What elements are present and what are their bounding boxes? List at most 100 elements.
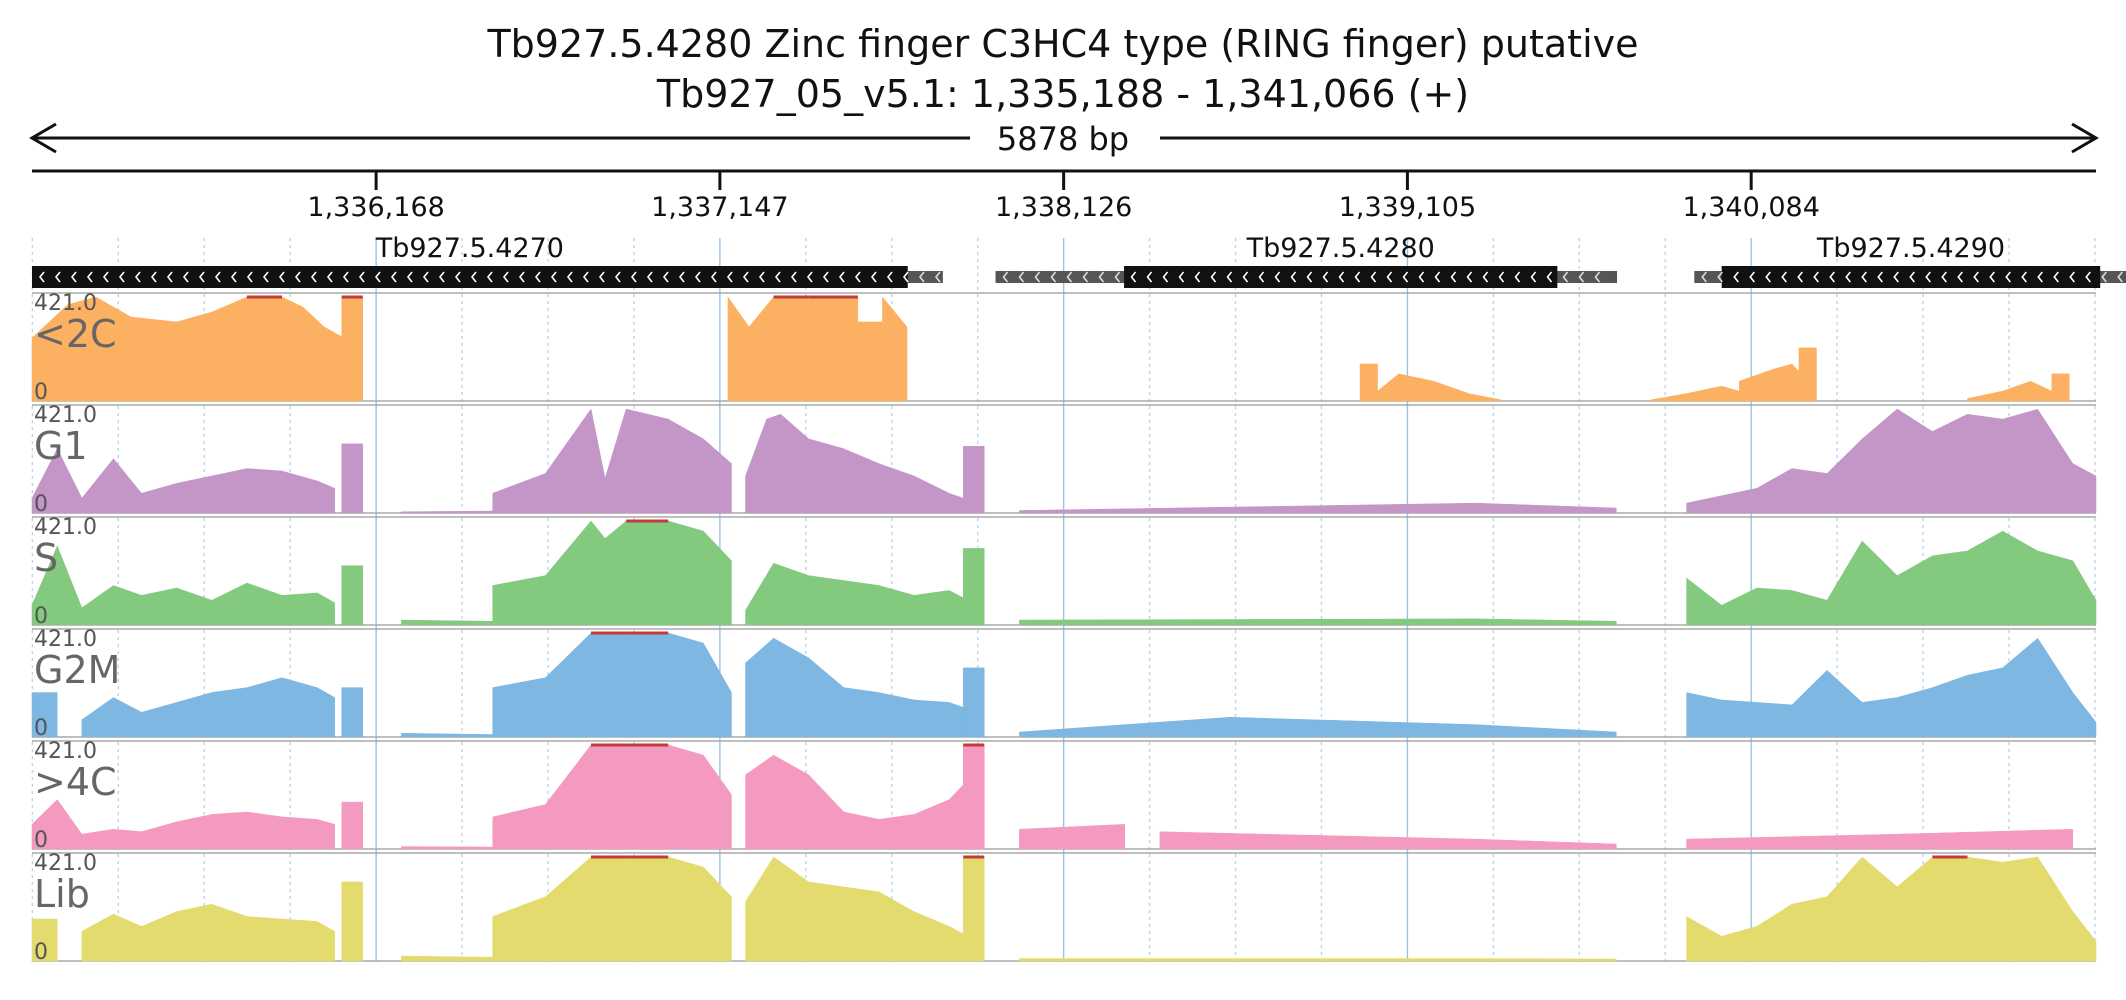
strand-arrow (1130, 271, 1137, 283)
gene-cds (1124, 266, 1558, 288)
coverage-area (1686, 408, 2097, 514)
coverage-area (1798, 347, 1817, 402)
coverage-track: 421.0 0 Lib (31, 851, 2097, 965)
y-axis-max-label: 421.0 (34, 515, 97, 540)
coverage-area (31, 799, 335, 850)
strand-arrow (1498, 271, 1505, 283)
strand-arrow (2053, 271, 2059, 283)
coverage-area (31, 448, 335, 514)
coverage-area (401, 510, 493, 514)
strand-arrow (1098, 271, 1105, 283)
strand-arrow (534, 271, 541, 283)
strand-arrow (1434, 271, 1441, 283)
strand-arrow (694, 271, 701, 283)
track-name-label: >4C (34, 760, 117, 804)
strand-arrow (1066, 271, 1073, 283)
strand-arrow (1514, 271, 1521, 283)
strand-arrow (1733, 271, 1739, 283)
coverage-area (31, 545, 335, 626)
strand-arrow (246, 271, 253, 283)
strand-arrow (1370, 271, 1377, 283)
strand-arrow (214, 271, 221, 283)
track-name-label: G2M (34, 648, 120, 692)
strand-arrow (230, 271, 237, 283)
coverage-area (962, 667, 985, 738)
strand-arrow (614, 271, 621, 283)
span-length-label: 5878 bp (997, 120, 1129, 158)
strand-arrow (774, 271, 781, 283)
strand-arrow (1354, 271, 1361, 283)
coverage-area (1019, 502, 1617, 514)
coverage-area (492, 744, 732, 850)
y-axis-min-label: 0 (34, 940, 48, 965)
coverage-area (2051, 373, 2070, 402)
strand-arrow (150, 271, 157, 283)
strand-arrow (438, 271, 445, 283)
y-axis-min-label: 0 (34, 716, 48, 741)
strand-arrow (1002, 271, 1009, 283)
gene-model: Tb927.5.4270 (32, 233, 943, 288)
strand-arrow (2085, 271, 2091, 283)
coverage-area (1377, 373, 1501, 402)
strand-arrow (1210, 271, 1217, 283)
track-name-label: S (34, 536, 58, 580)
strand-arrow (1290, 271, 1297, 283)
coverage-track: 421.0 0 S (31, 515, 2097, 629)
strand-arrow (310, 271, 317, 283)
strand-arrow (726, 271, 733, 283)
strand-arrow (1765, 271, 1771, 283)
strand-arrow (886, 271, 893, 283)
strand-arrow (422, 271, 429, 283)
strand-arrow (390, 271, 397, 283)
ruler-tick-label: 1,340,084 (1682, 192, 1819, 223)
strand-arrow (1194, 271, 1201, 283)
coverage-area (745, 856, 964, 962)
coverage-area (1019, 716, 1617, 738)
strand-arrow (870, 271, 877, 283)
ruler-tick-label: 1,336,168 (307, 192, 444, 223)
strand-arrow (582, 271, 589, 283)
strand-arrow (118, 271, 125, 283)
coverage-area (341, 296, 364, 402)
coverage-track: 421.0 0 >4C (31, 739, 2096, 853)
strand-arrow (1050, 271, 1057, 283)
chart-title: Tb927.5.4280 Zinc finger C3HC4 type (RIN… (487, 22, 1639, 66)
ruler-tick-label: 1,339,105 (1339, 192, 1476, 223)
strand-arrow (1146, 271, 1153, 283)
strand-arrow (790, 271, 797, 283)
gene-model: Tb927.5.4290 (1694, 233, 2126, 288)
coverage-area (341, 565, 364, 626)
track-name-label: Lib (34, 872, 90, 916)
coverage-area (1686, 828, 2074, 850)
coverage-area (401, 619, 493, 626)
coverage-area (492, 632, 732, 738)
coverage-area (81, 677, 335, 738)
strand-arrow (454, 271, 461, 283)
strand-arrow (1594, 271, 1601, 283)
strand-arrow (934, 271, 941, 283)
gene-cds (32, 266, 908, 288)
track-name-label: G1 (34, 424, 88, 468)
strand-arrows (38, 271, 941, 283)
strand-arrow (566, 271, 573, 283)
strand-arrow (1386, 271, 1393, 283)
strand-arrow (678, 271, 685, 283)
ruler-tick-label: 1,337,147 (651, 192, 788, 223)
strand-arrow (2021, 271, 2027, 283)
strand-arrows (1701, 271, 2123, 283)
coverage-area (962, 856, 985, 962)
ruler-tick-label: 1,338,126 (995, 192, 1132, 223)
strand-arrow (358, 271, 365, 283)
gene-label: Tb927.5.4290 (1816, 233, 2005, 264)
chart-subtitle-coordinates: Tb927_05_v5.1: 1,335,188 - 1,341,066 (+) (656, 72, 1470, 116)
strand-arrow (38, 271, 45, 283)
coverage-area (1359, 363, 1378, 402)
y-axis-max-label: 421.0 (34, 851, 97, 876)
strand-arrow (838, 271, 845, 283)
coverage-track: 421.0 0 G2M (31, 627, 2097, 741)
strand-arrow (294, 271, 301, 283)
strand-arrow (1578, 271, 1585, 283)
y-axis-min-label: 0 (34, 604, 48, 629)
strand-arrow (646, 271, 653, 283)
